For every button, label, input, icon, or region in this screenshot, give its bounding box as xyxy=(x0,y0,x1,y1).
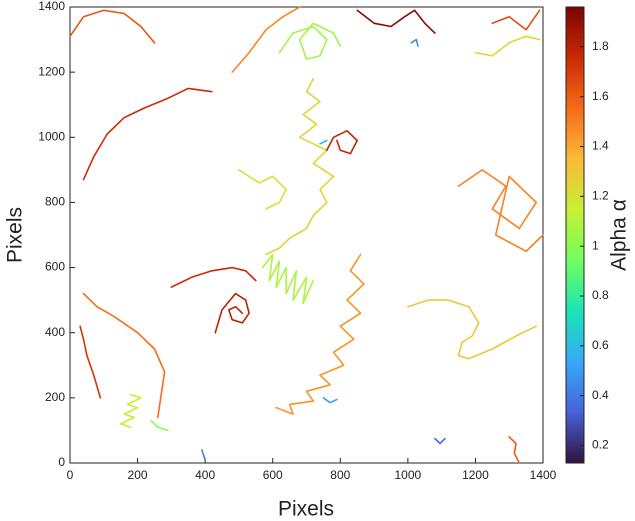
trajectory xyxy=(434,437,446,445)
trajectory xyxy=(265,77,335,256)
trajectory xyxy=(457,169,544,253)
colorbar-tick-label: 1 xyxy=(592,238,599,252)
trajectory xyxy=(410,38,419,47)
trajectory xyxy=(322,397,338,404)
trajectory xyxy=(356,9,436,34)
y-tick-label: 600 xyxy=(45,260,65,274)
x-tick-label: 400 xyxy=(195,468,215,482)
y-tick-label: 400 xyxy=(45,325,65,339)
colorbar-tick-label: 0.4 xyxy=(592,388,609,402)
colorbar-tick-label: 0.8 xyxy=(592,288,609,302)
x-tick-label: 0 xyxy=(67,468,74,482)
trajectory xyxy=(407,299,537,360)
trajectory xyxy=(326,130,358,155)
trajectory xyxy=(238,169,287,210)
colorbar-tick-label: 1.2 xyxy=(592,189,609,203)
trajectory xyxy=(69,9,156,44)
colorbar-tick-label: 1.4 xyxy=(592,139,609,153)
colorbar-tick-label: 0.2 xyxy=(592,438,609,452)
colorbar-tick-label: 0.6 xyxy=(592,338,609,352)
trajectory xyxy=(201,449,206,461)
y-tick-label: 1400 xyxy=(38,0,65,13)
plot-frame xyxy=(69,6,544,464)
trajectory xyxy=(150,419,169,432)
trajectory xyxy=(275,253,365,415)
trajectory xyxy=(82,87,213,181)
trajectory xyxy=(119,393,142,428)
colorbar-tick-label: 1.8 xyxy=(592,39,609,53)
colorbar-tick-label: 1.6 xyxy=(592,89,609,103)
trajectory xyxy=(319,139,328,145)
colorbar-title: Alpha α xyxy=(608,199,631,271)
trajectory xyxy=(474,35,541,57)
trajectory xyxy=(214,292,250,334)
trajectory xyxy=(231,6,301,73)
y-tick-label: 0 xyxy=(58,455,65,469)
trajectory xyxy=(261,253,315,305)
trajectory xyxy=(79,325,102,399)
x-tick-label: 600 xyxy=(263,468,283,482)
y-tick-label: 1200 xyxy=(38,64,65,78)
trajectory xyxy=(278,22,342,60)
x-tick-label: 1200 xyxy=(462,468,489,482)
y-tick-label: 800 xyxy=(45,195,65,209)
trajectory xyxy=(170,266,257,288)
y-axis-title: Pixels xyxy=(4,207,27,263)
x-tick-label: 1400 xyxy=(530,468,557,482)
y-tick-label: 200 xyxy=(45,390,65,404)
x-tick-label: 200 xyxy=(128,468,148,482)
trajectory xyxy=(508,436,521,464)
x-tick-label: 800 xyxy=(330,468,350,482)
x-axis-title: Pixels xyxy=(278,498,334,521)
colorbar xyxy=(565,6,585,464)
trajectory xyxy=(491,9,541,31)
trajectory xyxy=(82,292,166,419)
x-tick-label: 1000 xyxy=(395,468,422,482)
y-tick-label: 1000 xyxy=(38,129,65,143)
